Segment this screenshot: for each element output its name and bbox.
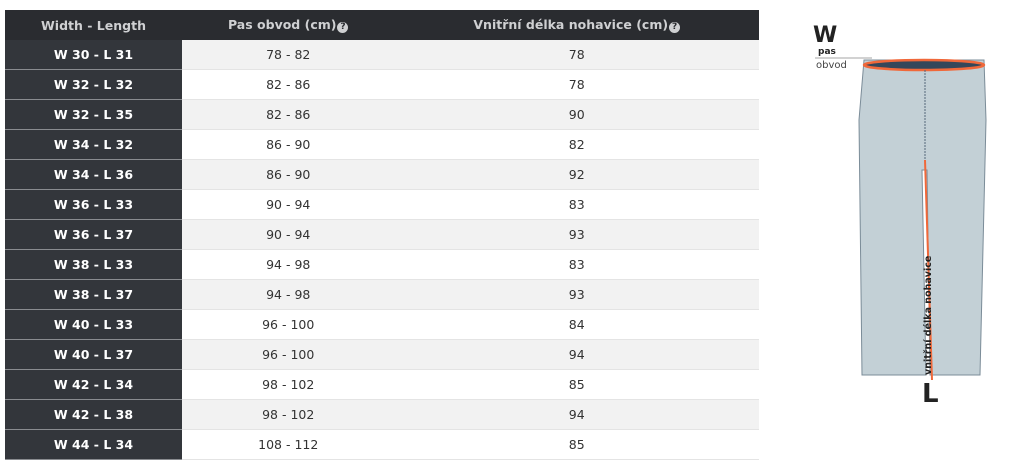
size-cell: W 32 - L 32 [5,69,182,100]
obvod-label: obvod [816,60,847,71]
inseam-cell: 83 [394,189,759,220]
size-cell: W 34 - L 32 [5,129,182,160]
inseam-cell: 90 [394,99,759,130]
waist-cell: 96 - 100 [182,339,395,370]
inseam-cell: 93 [394,219,759,250]
table-row: W 38 - L 37 94 - 98 93 [5,279,759,310]
size-cell: W 42 - L 38 [5,399,182,430]
pas-label: pas [818,47,836,57]
size-cell: W 30 - L 31 [5,40,182,70]
table-row: W 42 - L 38 98 - 102 94 [5,399,759,430]
pants-measurement-diagram: W pas obvod vnitřní délka nohavice L [813,23,987,409]
size-cell: W 44 - L 34 [5,429,182,460]
size-cell: W 34 - L 36 [5,159,182,190]
inseam-cell: 94 [394,339,759,370]
table-row: W 38 - L 33 94 - 98 83 [5,249,759,280]
table-row: W 32 - L 32 82 - 86 78 [5,69,759,100]
inseam-cell: 82 [394,129,759,160]
inseam-cell: 93 [394,279,759,310]
waist-cell: 90 - 94 [182,189,395,220]
waist-cell: 86 - 90 [182,159,395,190]
waist-cell: 94 - 98 [182,279,395,310]
inseam-cell: 84 [394,309,759,340]
l-label: L [922,379,939,409]
header-inseam: Vnitřní délka nohavice (cm)? [394,10,759,40]
inseam-label: vnitřní délka nohavice [923,256,934,375]
size-cell: W 36 - L 37 [5,219,182,250]
table-row: W 42 - L 34 98 - 102 85 [5,369,759,400]
waist-cell: 90 - 94 [182,219,395,250]
size-cell: W 40 - L 37 [5,339,182,370]
header-waist: Pas obvod (cm)? [182,10,395,40]
waist-cell: 82 - 86 [182,99,395,130]
size-cell: W 38 - L 33 [5,249,182,280]
size-cell: W 38 - L 37 [5,279,182,310]
table-row: W 40 - L 33 96 - 100 84 [5,309,759,340]
waist-cell: 82 - 86 [182,69,395,100]
size-cell: W 40 - L 33 [5,309,182,340]
inseam-cell: 92 [394,159,759,190]
table-row: W 34 - L 36 86 - 90 92 [5,159,759,190]
waist-cell: 94 - 98 [182,249,395,280]
inseam-cell: 85 [394,429,759,460]
waist-cell: 98 - 102 [182,369,395,400]
header-width-length: Width - Length [5,10,182,40]
question-circle-icon[interactable]: ? [669,22,681,33]
size-cell: W 42 - L 34 [5,369,182,400]
inseam-cell: 85 [394,369,759,400]
waist-cell: 78 - 82 [182,40,395,70]
table-row: W 40 - L 37 96 - 100 94 [5,339,759,370]
table-row: W 32 - L 35 82 - 86 90 [5,99,759,130]
waist-cell: 98 - 102 [182,399,395,430]
inseam-cell: 94 [394,399,759,430]
table-row: W 44 - L 34 108 - 112 85 [5,429,759,460]
table-row: W 34 - L 32 86 - 90 82 [5,129,759,160]
w-label: W [813,23,837,48]
table-row: W 36 - L 33 90 - 94 83 [5,189,759,220]
inseam-cell: 78 [394,40,759,70]
inseam-cell: 78 [394,69,759,100]
pants-icon [858,59,987,376]
size-table: Width - Length Pas obvod (cm)? Vnitřní d… [5,10,759,460]
table-row: W 30 - L 31 78 - 82 78 [5,40,759,70]
table-row: W 36 - L 37 90 - 94 93 [5,219,759,250]
size-cell: W 36 - L 33 [5,189,182,220]
waist-cell: 96 - 100 [182,309,395,340]
waist-cell: 108 - 112 [182,429,395,460]
question-circle-icon[interactable]: ? [337,22,349,33]
inseam-cell: 83 [394,249,759,280]
size-cell: W 32 - L 35 [5,99,182,130]
waist-cell: 86 - 90 [182,129,395,160]
